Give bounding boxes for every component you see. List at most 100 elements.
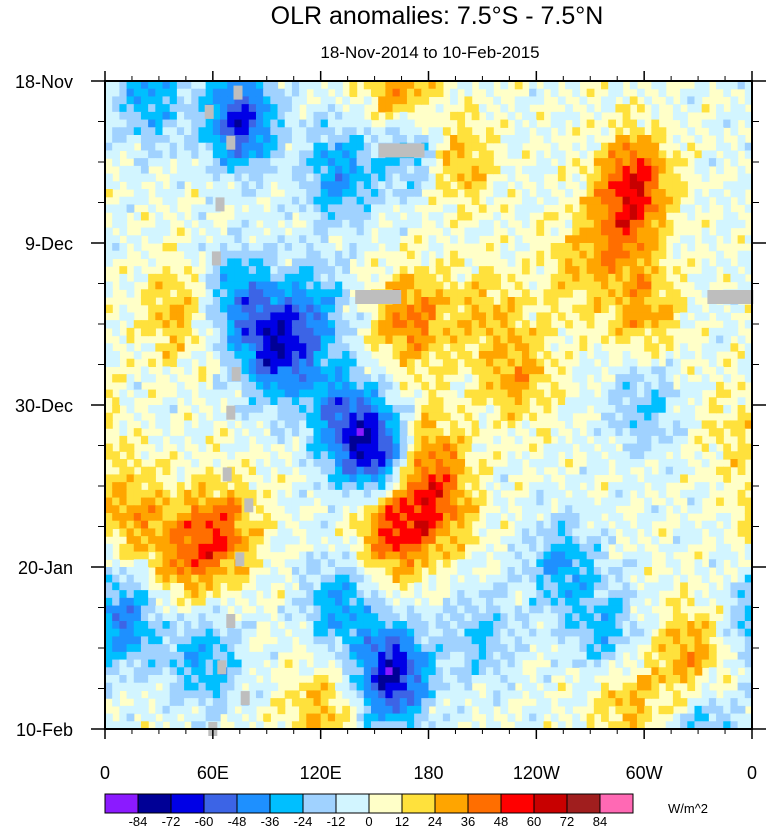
heatmap-cell — [335, 459, 343, 468]
heatmap-cell — [428, 181, 437, 190]
heatmap-cell — [212, 289, 221, 298]
heatmap-cell — [586, 219, 595, 229]
heatmap-cell — [442, 381, 451, 391]
heatmap-cell — [299, 389, 307, 398]
heatmap-cell — [536, 158, 545, 167]
heatmap-cell — [529, 636, 537, 645]
heatmap-cell — [636, 374, 645, 383]
heatmap-cell — [543, 428, 552, 437]
heatmap-cell — [493, 320, 501, 329]
heatmap-cell — [730, 636, 739, 645]
heatmap-cell — [306, 196, 315, 206]
heatmap-cell — [148, 528, 156, 537]
heatmap-cell — [486, 621, 494, 630]
heatmap-cell — [284, 181, 293, 190]
heatmap-cell — [622, 428, 631, 437]
heatmap-cell — [169, 96, 178, 105]
heatmap-cell — [263, 88, 271, 98]
heatmap-cell — [184, 243, 192, 252]
heatmap-cell — [313, 227, 322, 236]
heatmap-cell — [126, 613, 135, 622]
heatmap-cell — [291, 482, 300, 491]
heatmap-cell — [536, 366, 545, 375]
heatmap-cell — [543, 551, 552, 560]
heatmap-cell — [435, 351, 444, 360]
heatmap-cell — [601, 96, 609, 105]
heatmap-cell — [227, 189, 235, 198]
heatmap-cell — [220, 559, 228, 568]
heatmap-cell — [406, 466, 415, 476]
heatmap-cell — [622, 320, 631, 329]
heatmap-cell — [248, 173, 257, 182]
heatmap-cell — [579, 281, 588, 290]
heatmap-cell — [636, 150, 645, 159]
heatmap-cell — [169, 111, 178, 121]
heatmap-cell — [629, 459, 638, 468]
heatmap-cell — [629, 590, 638, 599]
heatmap-cell — [342, 204, 351, 213]
heatmap-cell — [730, 150, 739, 159]
heatmap-cell — [370, 127, 379, 136]
heatmap-cell — [737, 335, 746, 344]
heatmap-cell — [291, 96, 300, 105]
heatmap-cell — [601, 420, 609, 429]
heatmap-cell — [227, 644, 235, 653]
heatmap-cell — [708, 150, 717, 159]
heatmap-cell — [629, 312, 638, 321]
heatmap-cell — [550, 651, 559, 661]
heatmap-cell — [248, 428, 257, 437]
heatmap-cell — [234, 644, 243, 653]
heatmap-cell — [133, 474, 142, 483]
heatmap-cell — [428, 304, 437, 314]
heatmap-cell — [313, 181, 322, 190]
heatmap-cell — [112, 142, 120, 152]
heatmap-cell — [406, 482, 415, 491]
heatmap-cell — [601, 613, 609, 622]
heatmap-cell — [176, 358, 185, 368]
heatmap-cell — [421, 420, 430, 429]
heatmap-cell — [291, 381, 300, 391]
heatmap-cell — [363, 520, 372, 530]
heatmap-cell — [450, 366, 458, 375]
heatmap-cell — [105, 304, 113, 314]
heatmap-cell — [500, 613, 509, 622]
heatmap-cell — [220, 543, 228, 553]
heatmap-cell — [227, 227, 235, 236]
heatmap-cell — [421, 659, 430, 668]
heatmap-cell — [291, 312, 300, 321]
heatmap-cell — [356, 243, 365, 252]
heatmap-cell — [586, 551, 595, 560]
heatmap-cell — [744, 574, 753, 584]
heatmap-cell — [536, 482, 545, 491]
heatmap-cell — [370, 559, 379, 568]
heatmap-cell — [335, 420, 343, 429]
heatmap-cell — [428, 135, 437, 144]
heatmap-cell — [608, 104, 617, 113]
heatmap-cell — [155, 543, 164, 553]
heatmap-cell — [615, 158, 624, 167]
heatmap-cell — [514, 351, 523, 360]
heatmap-cell — [399, 451, 408, 460]
heatmap-cell — [471, 165, 480, 175]
heatmap-cell — [507, 312, 516, 321]
heatmap-cell — [198, 543, 207, 553]
heatmap-cell — [349, 158, 358, 167]
heatmap-cell — [435, 81, 444, 90]
heatmap-cell — [241, 281, 250, 290]
heatmap-cell — [622, 397, 631, 406]
heatmap-cell — [593, 567, 602, 576]
heatmap-cell — [680, 536, 688, 545]
heatmap-cell — [349, 405, 358, 414]
heatmap-cell — [248, 111, 257, 121]
heatmap-cell — [320, 135, 329, 144]
heatmap-cell — [521, 135, 530, 144]
heatmap-cell — [507, 605, 516, 614]
heatmap-cell — [708, 358, 717, 368]
heatmap-cell — [263, 281, 271, 290]
heatmap-cell — [270, 204, 279, 213]
heatmap-cell — [342, 181, 351, 190]
heatmap-cell — [615, 621, 624, 630]
heatmap-cell — [665, 628, 674, 638]
heatmap-cell — [414, 196, 422, 206]
heatmap-cell — [565, 513, 573, 522]
